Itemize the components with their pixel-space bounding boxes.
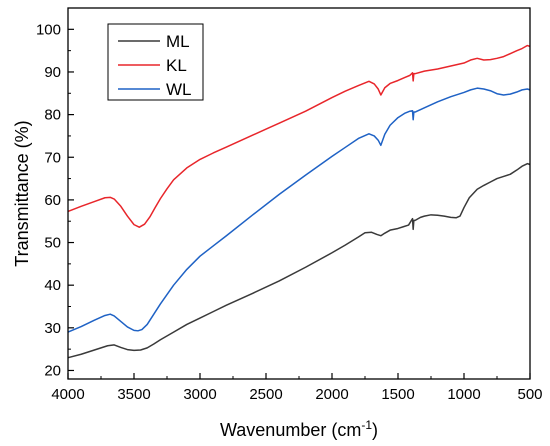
y-tick-label: 40 xyxy=(44,277,61,294)
axis-ticks: 4000 3500 3000 2500 2000 1500 1000 500 20 30 40 50 6… xyxy=(36,7,543,403)
y-tick-label: 70 xyxy=(44,149,61,166)
y-tick-label: 20 xyxy=(44,362,61,379)
legend: ML KL WL xyxy=(107,23,204,101)
series-line-wl xyxy=(67,87,531,333)
x-axis-title-end: ) xyxy=(372,420,378,440)
y-tick-label: 30 xyxy=(44,320,61,337)
y-axis-title: Transmittance (%) xyxy=(12,120,32,266)
legend-box xyxy=(107,23,204,101)
x-axis-title-main: Wavenumber (cm xyxy=(220,420,361,440)
x-axis-title: Wavenumber (cm-1) xyxy=(220,418,378,440)
x-tick-label: 2500 xyxy=(249,386,282,403)
series-layer xyxy=(67,44,531,359)
legend-label-wl: WL xyxy=(166,80,192,99)
series-line-ml xyxy=(67,162,531,359)
x-tick-label: 4000 xyxy=(51,386,84,403)
y-tick-label: 100 xyxy=(36,21,61,38)
series-line-kl xyxy=(67,44,531,228)
legend-label-ml: ML xyxy=(166,32,190,51)
y-tick-label: 90 xyxy=(44,64,61,81)
x-tick-label: 1000 xyxy=(447,386,480,403)
x-tick-label: 1500 xyxy=(381,386,414,403)
legend-label-kl: KL xyxy=(166,56,187,75)
x-axis-title-superscript: -1 xyxy=(361,418,372,432)
x-tick-label: 3500 xyxy=(117,386,150,403)
x-tick-label: 500 xyxy=(517,386,542,403)
y-tick-label: 60 xyxy=(44,192,61,209)
y-tick-label: 80 xyxy=(44,107,61,124)
x-tick-label: 3000 xyxy=(183,386,216,403)
x-tick-label: 2000 xyxy=(315,386,348,403)
y-tick-label: 50 xyxy=(44,235,61,252)
